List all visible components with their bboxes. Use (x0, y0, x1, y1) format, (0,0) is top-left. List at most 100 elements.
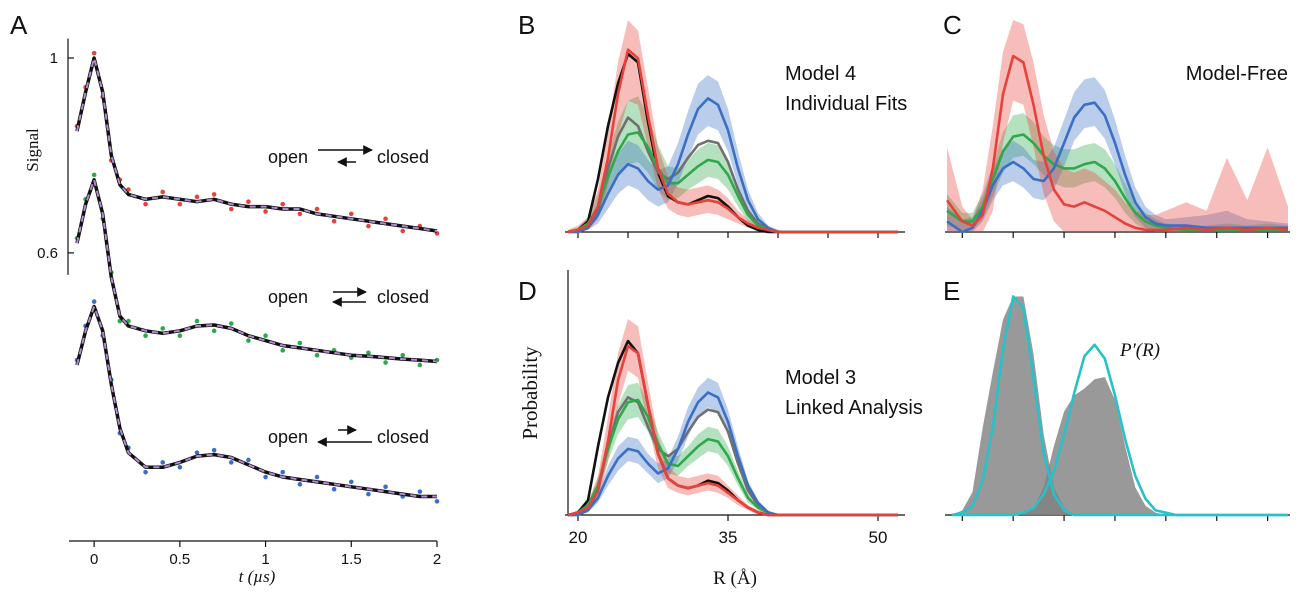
data-point (143, 333, 148, 339)
x-tick-label: 1 (261, 551, 269, 568)
data-point (160, 460, 166, 465)
data-point (314, 474, 320, 480)
panel-label: D (518, 276, 537, 306)
annotation: Individual Fits (785, 93, 907, 115)
x-axis-label: R (Å) (713, 568, 757, 589)
data-point (400, 228, 406, 234)
data-point (331, 218, 337, 224)
data-point (194, 194, 200, 200)
distribution-line (946, 101, 1288, 234)
y-axis-label: Signal (23, 128, 42, 172)
x-tick-label: 0 (90, 551, 98, 568)
data-point (246, 199, 251, 205)
data-point (177, 333, 183, 339)
fit-line (75, 304, 437, 499)
annotation: Model 3 (785, 367, 856, 389)
distribution-line (568, 97, 898, 234)
data-point (280, 348, 286, 353)
distribution-line (567, 131, 898, 234)
data-point (177, 201, 183, 207)
data-point (143, 201, 148, 207)
data-point (228, 460, 234, 465)
x-tick-label: 50 (869, 528, 888, 547)
data-point (280, 469, 286, 475)
state-label: closed (377, 427, 429, 447)
data-point (417, 489, 423, 494)
component-area (952, 377, 1288, 515)
annotation: Model 4 (785, 63, 856, 85)
data-point (211, 192, 217, 197)
data-point (194, 450, 200, 455)
data-point (91, 172, 97, 178)
panel-label: B (518, 10, 535, 40)
panel-label: A (10, 10, 28, 40)
annotation: Model-Free (1186, 63, 1288, 85)
confidence-band (947, 20, 1288, 232)
distribution-line (945, 54, 1289, 232)
state-label: closed (377, 147, 429, 167)
data-point (228, 321, 234, 326)
confidence-band (568, 20, 898, 232)
data-point (314, 352, 320, 358)
data-point (297, 340, 303, 346)
y-axis-label: Probability (518, 346, 542, 440)
state-label: open (268, 147, 308, 167)
data-point (366, 491, 371, 497)
data-point (160, 189, 166, 195)
fit-line-dashed (76, 305, 437, 498)
distribution-line (568, 116, 898, 234)
data-point (297, 211, 303, 217)
data-point (263, 333, 268, 339)
state-label: open (268, 427, 308, 447)
data-point (263, 474, 268, 480)
gaussian-line (952, 343, 1288, 517)
data-point (194, 318, 200, 324)
fit-line (75, 56, 438, 233)
x-tick-label: 35 (719, 528, 738, 547)
state-label: closed (377, 287, 429, 307)
annotation: Linked Analysis (785, 397, 923, 419)
data-point (91, 50, 97, 56)
data-point (280, 201, 286, 207)
data-point (383, 484, 388, 490)
data-point (383, 360, 388, 365)
data-point (348, 479, 354, 485)
data-point (160, 326, 166, 331)
x-tick-label: 0.5 (169, 551, 190, 568)
y-tick-label: 0.6 (37, 245, 58, 262)
data-point (314, 206, 320, 212)
data-point (417, 362, 423, 368)
data-point (143, 469, 148, 475)
panel-label: E (943, 276, 960, 306)
data-point (400, 352, 406, 358)
data-point (434, 499, 440, 504)
gaussian-line (951, 295, 1288, 517)
data-point (177, 464, 183, 470)
x-axis-label: t (µs) (239, 567, 276, 586)
data-point (246, 457, 251, 463)
fit-line-dashed (76, 57, 438, 232)
data-point (211, 328, 217, 334)
data-point (297, 482, 303, 487)
data-point (366, 350, 371, 356)
distribution-line (568, 391, 898, 517)
fit-line-dashed (76, 178, 438, 363)
data-point (366, 223, 371, 229)
x-tick-label: 2 (433, 551, 441, 568)
annotation: P′(R) (1119, 340, 1160, 361)
distribution-line (567, 344, 898, 517)
x-tick-label: 20 (569, 528, 588, 547)
x-tick-label: 1.5 (341, 551, 362, 568)
data-point (211, 447, 217, 453)
data-point (228, 206, 234, 212)
data-point (331, 486, 337, 492)
data-point (91, 299, 97, 304)
state-label: open (268, 287, 308, 307)
data-point (246, 338, 251, 343)
data-point (263, 209, 268, 214)
data-point (348, 211, 354, 217)
panel-label: C (943, 10, 962, 40)
component-area (952, 296, 1288, 515)
